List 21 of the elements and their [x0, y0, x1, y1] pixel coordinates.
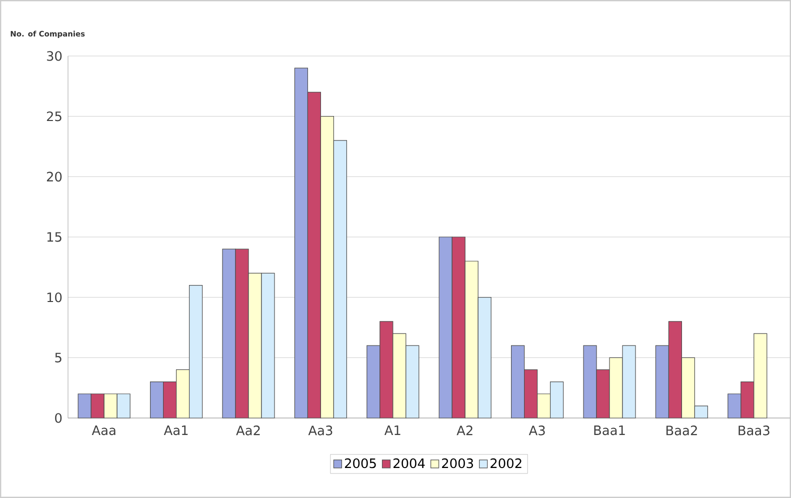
y-tick-label: 15: [47, 232, 62, 242]
legend-label: 2005: [344, 458, 376, 468]
x-tick-label: Baa2: [666, 426, 697, 436]
x-tick-label: Aaa: [92, 426, 116, 436]
legend-label: 2004: [394, 458, 425, 468]
y-tick-label: 5: [55, 352, 62, 362]
x-tick-label: Aa3: [308, 426, 332, 436]
x-tick-label: A2: [456, 426, 472, 436]
y-tick-label: 20: [46, 172, 62, 182]
legend-label: 2002: [490, 458, 522, 468]
y-tick-label: 0: [55, 413, 62, 423]
x-tick-label: Aa2: [236, 426, 260, 436]
x-tick-label: A1: [384, 426, 400, 435]
y-tick-label: 25: [46, 111, 62, 122]
x-tick-label: Baa1: [594, 426, 625, 436]
x-tick-label: Baa3: [738, 426, 770, 436]
x-tick-label: Aa1: [164, 426, 188, 436]
y-tick-label: 10: [47, 292, 62, 302]
x-tick-label: A3: [528, 426, 545, 436]
legend-label: 2003: [442, 458, 474, 468]
y-tick-label: 30: [46, 51, 62, 61]
